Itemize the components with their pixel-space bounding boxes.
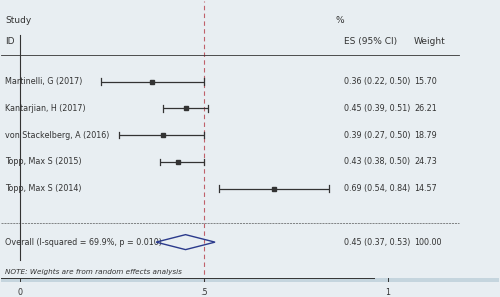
- Text: 14.57: 14.57: [414, 184, 436, 193]
- Text: Topp, Max S (2015): Topp, Max S (2015): [5, 157, 82, 166]
- Text: 26.21: 26.21: [414, 104, 436, 113]
- Text: Topp, Max S (2014): Topp, Max S (2014): [5, 184, 82, 193]
- Text: 0.43 (0.38, 0.50): 0.43 (0.38, 0.50): [344, 157, 410, 166]
- Text: 0.36 (0.22, 0.50): 0.36 (0.22, 0.50): [344, 77, 410, 86]
- Text: von Stackelberg, A (2016): von Stackelberg, A (2016): [5, 131, 110, 140]
- Text: Overall (I-squared = 69.9%, p = 0.010): Overall (I-squared = 69.9%, p = 0.010): [5, 238, 162, 247]
- Text: %: %: [336, 16, 344, 25]
- Text: Weight: Weight: [414, 37, 446, 46]
- Text: 0.45 (0.39, 0.51): 0.45 (0.39, 0.51): [344, 104, 410, 113]
- Text: 24.73: 24.73: [414, 157, 436, 166]
- Text: Kantarjian, H (2017): Kantarjian, H (2017): [5, 104, 86, 113]
- Text: 0.45 (0.37, 0.53): 0.45 (0.37, 0.53): [344, 238, 410, 247]
- Text: 100.00: 100.00: [414, 238, 442, 247]
- Text: ID: ID: [5, 37, 15, 46]
- Text: 18.79: 18.79: [414, 131, 436, 140]
- Text: Martinelli, G (2017): Martinelli, G (2017): [5, 77, 82, 86]
- Text: ES (95% CI): ES (95% CI): [344, 37, 397, 46]
- Text: 0.69 (0.54, 0.84): 0.69 (0.54, 0.84): [344, 184, 410, 193]
- Text: Study: Study: [5, 16, 32, 25]
- Text: NOTE: Weights are from random effects analysis: NOTE: Weights are from random effects an…: [5, 268, 182, 275]
- FancyBboxPatch shape: [2, 278, 498, 297]
- Text: 15.70: 15.70: [414, 77, 436, 86]
- Text: .5: .5: [200, 287, 208, 297]
- Text: 1: 1: [386, 287, 390, 297]
- Text: 0.39 (0.27, 0.50): 0.39 (0.27, 0.50): [344, 131, 410, 140]
- Text: 0: 0: [18, 287, 22, 297]
